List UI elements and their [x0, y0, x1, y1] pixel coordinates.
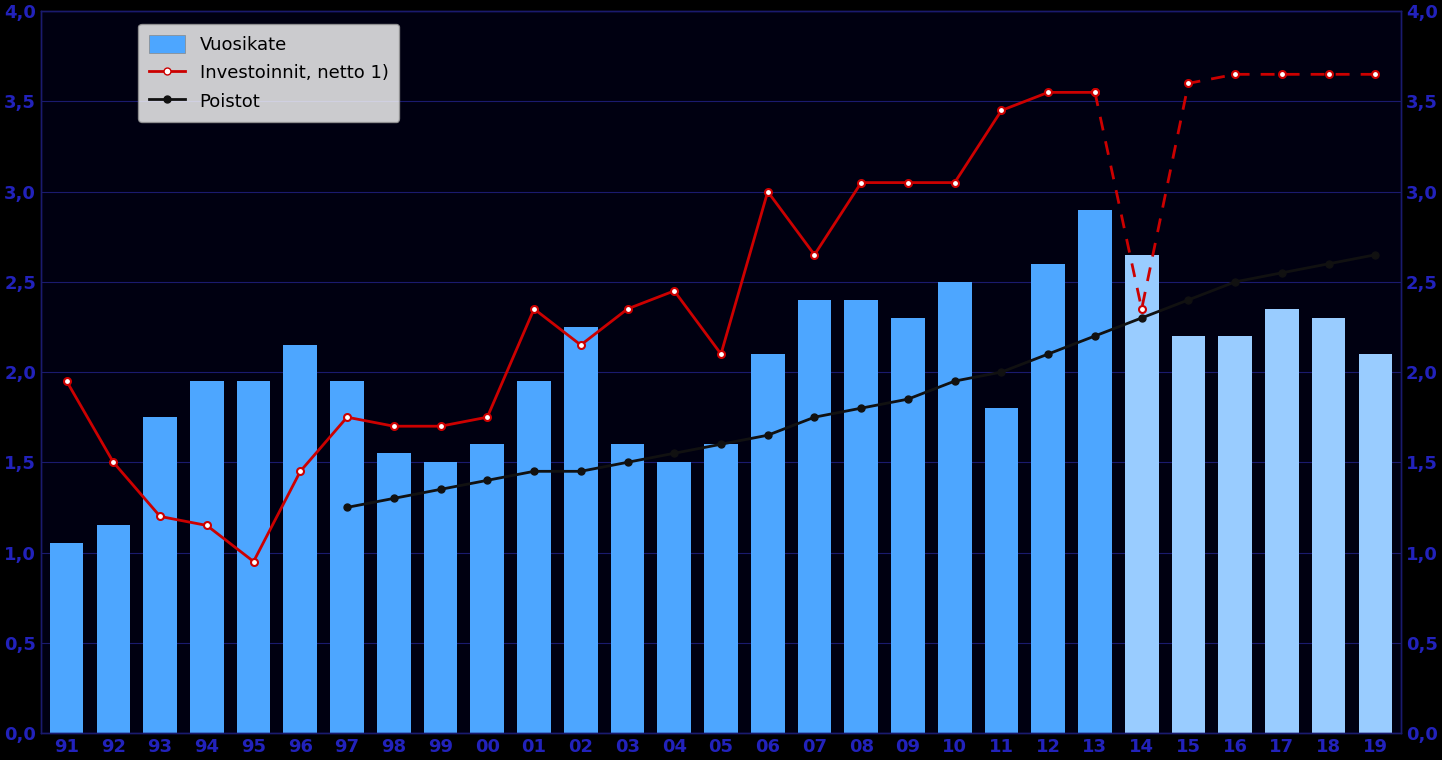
Bar	[470, 445, 505, 733]
Bar	[1031, 264, 1066, 733]
Bar	[985, 408, 1018, 733]
Bar	[751, 354, 784, 733]
Bar	[330, 381, 363, 733]
Bar	[1218, 336, 1252, 733]
Bar	[704, 445, 738, 733]
Bar	[424, 462, 457, 733]
Bar	[376, 453, 411, 733]
Bar	[143, 417, 177, 733]
Bar	[97, 525, 130, 733]
Bar	[1125, 255, 1158, 733]
Bar	[50, 543, 84, 733]
Bar	[658, 462, 691, 733]
Bar	[190, 381, 224, 733]
Bar	[564, 327, 597, 733]
Bar	[891, 318, 924, 733]
Bar	[284, 345, 317, 733]
Bar	[1312, 318, 1345, 733]
Bar	[1171, 336, 1206, 733]
Bar	[236, 381, 271, 733]
Bar	[1265, 309, 1299, 733]
Legend: Vuosikate, Investoinnit, netto 1), Poistot: Vuosikate, Investoinnit, netto 1), Poist…	[138, 24, 399, 122]
Bar	[797, 300, 831, 733]
Bar	[1358, 354, 1392, 733]
Bar	[1079, 210, 1112, 733]
Bar	[845, 300, 878, 733]
Bar	[611, 445, 645, 733]
Bar	[518, 381, 551, 733]
Bar	[937, 282, 972, 733]
